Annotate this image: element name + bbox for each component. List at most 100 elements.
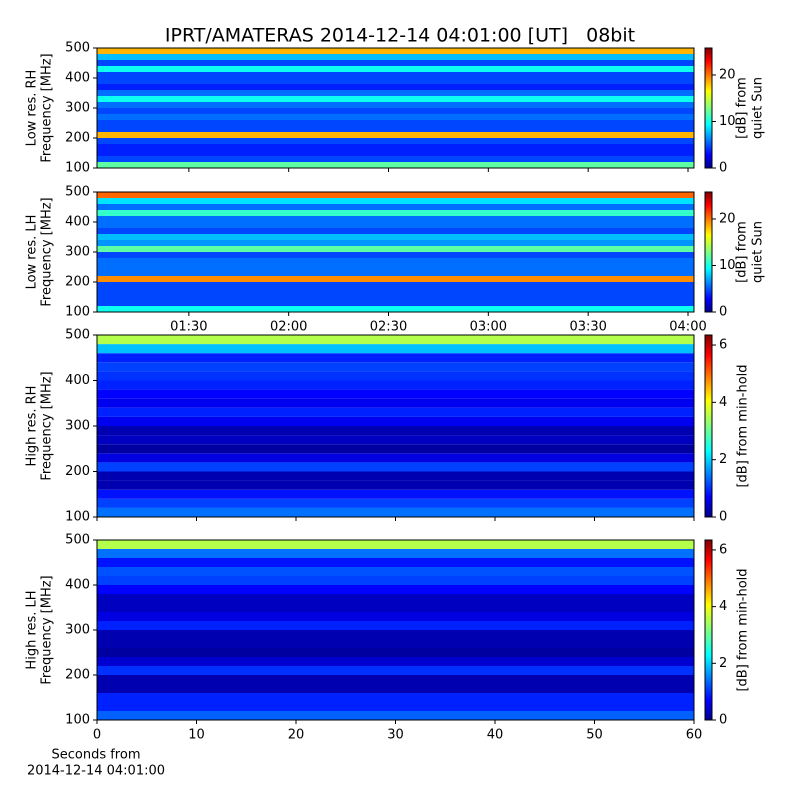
heat-cell — [97, 540, 694, 549]
heat-cell — [97, 108, 694, 114]
colorbar-tick-label: 10 — [719, 114, 736, 129]
colorbar — [704, 334, 713, 518]
heat-cell — [97, 234, 694, 240]
y-axis-label: Low res. LH — [25, 215, 40, 290]
heat-cell — [97, 48, 694, 54]
y-tick-label: 100 — [65, 510, 90, 525]
heat-cell — [97, 558, 694, 567]
heat-cell — [97, 585, 694, 594]
colorbar-tick-label: 20 — [719, 211, 736, 226]
y-tick-label: 500 — [65, 328, 90, 343]
heat-cell — [97, 398, 694, 408]
colorbar-tick-label: 6 — [719, 338, 727, 353]
heat-cell — [97, 294, 694, 300]
x-tick-label: 01:30 — [170, 320, 207, 335]
heat-cell — [97, 693, 694, 702]
x-tick-label: 30 — [387, 728, 404, 743]
colorbar-tick-label: 4 — [719, 395, 727, 410]
y-tick-label: 300 — [65, 101, 90, 116]
x-tick-label: 03:00 — [470, 320, 507, 335]
heat-cell — [97, 102, 694, 108]
heat-cell — [97, 335, 694, 345]
heat-cell — [97, 132, 694, 138]
heat-cell — [97, 90, 694, 96]
heat-cell — [97, 416, 694, 426]
heat-cell — [97, 666, 694, 675]
heat-cell — [97, 389, 694, 399]
heat-cell — [97, 270, 694, 276]
heat-cell — [97, 711, 694, 720]
heat-cell — [97, 84, 694, 90]
chart-title: IPRT/AMATERAS 2014-12-14 04:01:00 [UT] 0… — [165, 25, 635, 47]
y-tick-label: 300 — [65, 623, 90, 638]
x-tick-label: 02:00 — [270, 320, 307, 335]
colorbar-tick-label: 2 — [719, 656, 727, 671]
heat-cell — [97, 114, 694, 120]
heat-cell — [97, 444, 694, 454]
colorbar-tick-label: 6 — [719, 542, 727, 557]
y-axis-label: High res. RH — [25, 386, 40, 467]
colorbar-label: quiet Sun — [751, 221, 766, 283]
y-tick-label: 200 — [65, 131, 90, 146]
y-tick-label: 100 — [65, 713, 90, 728]
heat-cell — [97, 264, 694, 270]
x-tick-label: 03:30 — [569, 320, 606, 335]
y-tick-label: 400 — [65, 215, 90, 230]
y-axis-label: Frequency [MHz] — [40, 53, 55, 162]
heat-cell — [97, 120, 694, 126]
heat-cell — [97, 162, 694, 168]
heat-cell — [97, 426, 694, 436]
colorbar-tick-label: 0 — [719, 161, 727, 176]
x-tick-label: 40 — [487, 728, 504, 743]
heat-cell — [97, 702, 694, 711]
colorbar — [704, 47, 713, 169]
y-tick-label: 300 — [65, 419, 90, 434]
heat-cell — [97, 126, 694, 132]
heat-cell — [97, 362, 694, 372]
colorbar-tick-label: 4 — [719, 599, 727, 614]
heat-cell — [97, 78, 694, 84]
colorbar-tick-label: 10 — [719, 258, 736, 273]
heat-cell — [97, 276, 694, 282]
x-tick-label: 10 — [188, 728, 205, 743]
heat-cell — [97, 344, 694, 354]
heat-cell — [97, 258, 694, 264]
colorbar-label: [dB] from — [735, 221, 750, 283]
heat-cell — [97, 657, 694, 666]
colorbar-tick-label: 0 — [719, 305, 727, 320]
colorbar-label: [dB] from min-hold — [736, 568, 751, 691]
heat-cell — [97, 453, 694, 463]
colorbar-tick-label: 0 — [719, 713, 727, 728]
colorbar-tick-label: 2 — [719, 452, 727, 467]
heat-cell — [97, 371, 694, 381]
heat-cell — [97, 150, 694, 156]
y-tick-label: 200 — [65, 275, 90, 290]
heat-cell — [97, 300, 694, 306]
colorbar — [704, 191, 713, 313]
heat-cell — [97, 282, 694, 288]
x-tick-label: 20 — [288, 728, 305, 743]
y-tick-label: 400 — [65, 71, 90, 86]
heat-cell — [97, 66, 694, 72]
y-tick-label: 500 — [65, 185, 90, 200]
heat-cell — [97, 639, 694, 648]
heat-cell — [97, 621, 694, 630]
x-tick-label: 04:00 — [669, 320, 706, 335]
heat-cell — [97, 471, 694, 481]
heat-cell — [97, 594, 694, 603]
y-axis-label: Low res. RH — [25, 70, 40, 147]
x-tick-label: 50 — [586, 728, 603, 743]
heat-cell — [97, 576, 694, 585]
y-tick-label: 500 — [65, 41, 90, 56]
heat-cell — [97, 612, 694, 621]
colorbar — [704, 539, 713, 721]
heat-cell — [97, 210, 694, 216]
heat-cell — [97, 675, 694, 684]
y-tick-label: 200 — [65, 464, 90, 479]
heat-cell — [97, 138, 694, 144]
heat-cell — [97, 54, 694, 60]
x-axis-label: 2014-12-14 04:01:00 — [27, 764, 165, 779]
heat-cell — [97, 222, 694, 228]
y-axis-label: High res. LH — [25, 590, 40, 669]
